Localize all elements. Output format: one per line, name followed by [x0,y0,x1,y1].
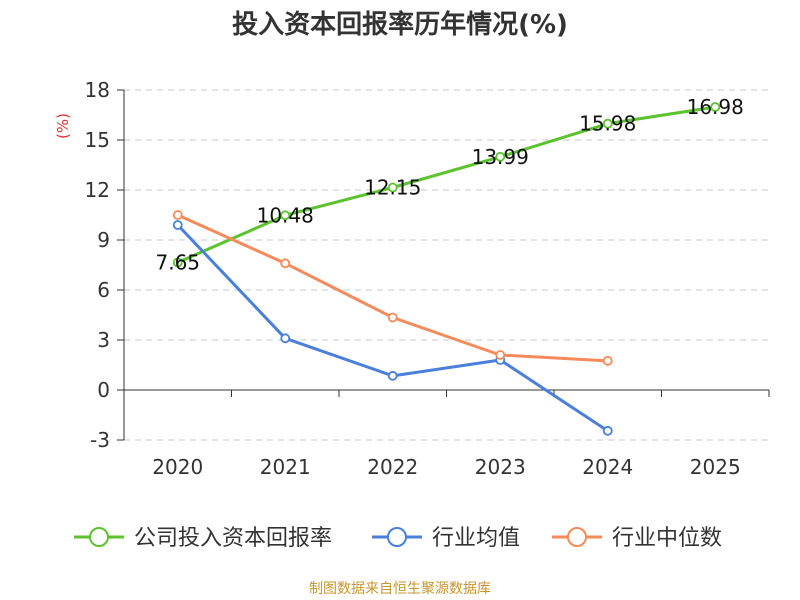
data-label: 7.65 [155,251,200,275]
y-tick-label: -3 [90,428,110,452]
series-line-3 [177,213,608,363]
data-point [387,370,398,381]
series-lines [172,102,721,436]
data-label: 16.98 [687,95,744,119]
y-tick-label: 15 [85,128,110,152]
y-tick-label: 18 [85,78,110,102]
grid-lines [124,89,769,441]
data-labels: 7.65 10.48 12.15 13.99 15.98 16.98 [155,95,743,275]
data-point [280,258,291,269]
legend-label: 公司投入资本回报率 [134,526,332,551]
x-tick-label: 2021 [260,455,311,479]
legend-marker [387,527,407,547]
x-tick-label: 2025 [690,455,741,479]
legend-marker [89,527,109,547]
data-point [495,350,506,360]
data-point [172,210,183,220]
data-label: 13.99 [472,145,529,169]
legend: 公司投入资本回报率 行业均值 行业中位数 [74,526,722,551]
x-tick-label: 2024 [582,455,633,479]
y-axis-unit-label: (%) [54,113,72,139]
data-point [172,220,183,230]
data-label: 15.98 [579,112,636,136]
legend-label: 行业均值 [432,526,520,551]
data-label: 10.48 [257,203,314,227]
x-tick-label: 2022 [367,455,418,479]
data-point [172,257,183,268]
legend-label: 行业中位数 [612,526,722,551]
y-tick-label: 9 [97,228,110,252]
data-point [602,355,613,366]
data-point [387,182,398,193]
data-point [602,425,613,436]
y-tick-label: 12 [85,178,110,202]
data-point [495,151,506,162]
data-point [387,312,398,323]
data-point [280,210,291,221]
x-tick-label: 2023 [475,455,526,479]
axes: -3 0 3 6 9 12 15 18 2020 2021 2022 2023 2024 2025 (%) [54,78,770,479]
y-tick-label: 0 [97,378,110,402]
chart-title: 投入资本回报率历年情况(%) [232,10,568,40]
data-point [280,333,291,344]
legend-marker [567,527,587,547]
data-label: 12.15 [364,176,421,200]
series-line-2 [176,223,609,433]
y-tick-label: 6 [97,278,110,302]
source-note: 制图数据来自恒生聚源数据库 [309,581,491,597]
data-point [710,102,721,112]
data-point [602,118,613,129]
y-tick-label: 3 [97,328,110,352]
x-tick-label: 2020 [152,455,203,479]
series-line-1 [177,105,716,264]
